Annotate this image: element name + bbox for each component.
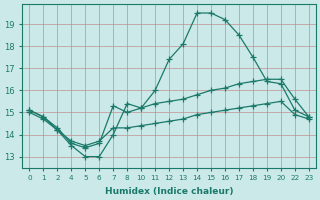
X-axis label: Humidex (Indice chaleur): Humidex (Indice chaleur) <box>105 187 233 196</box>
